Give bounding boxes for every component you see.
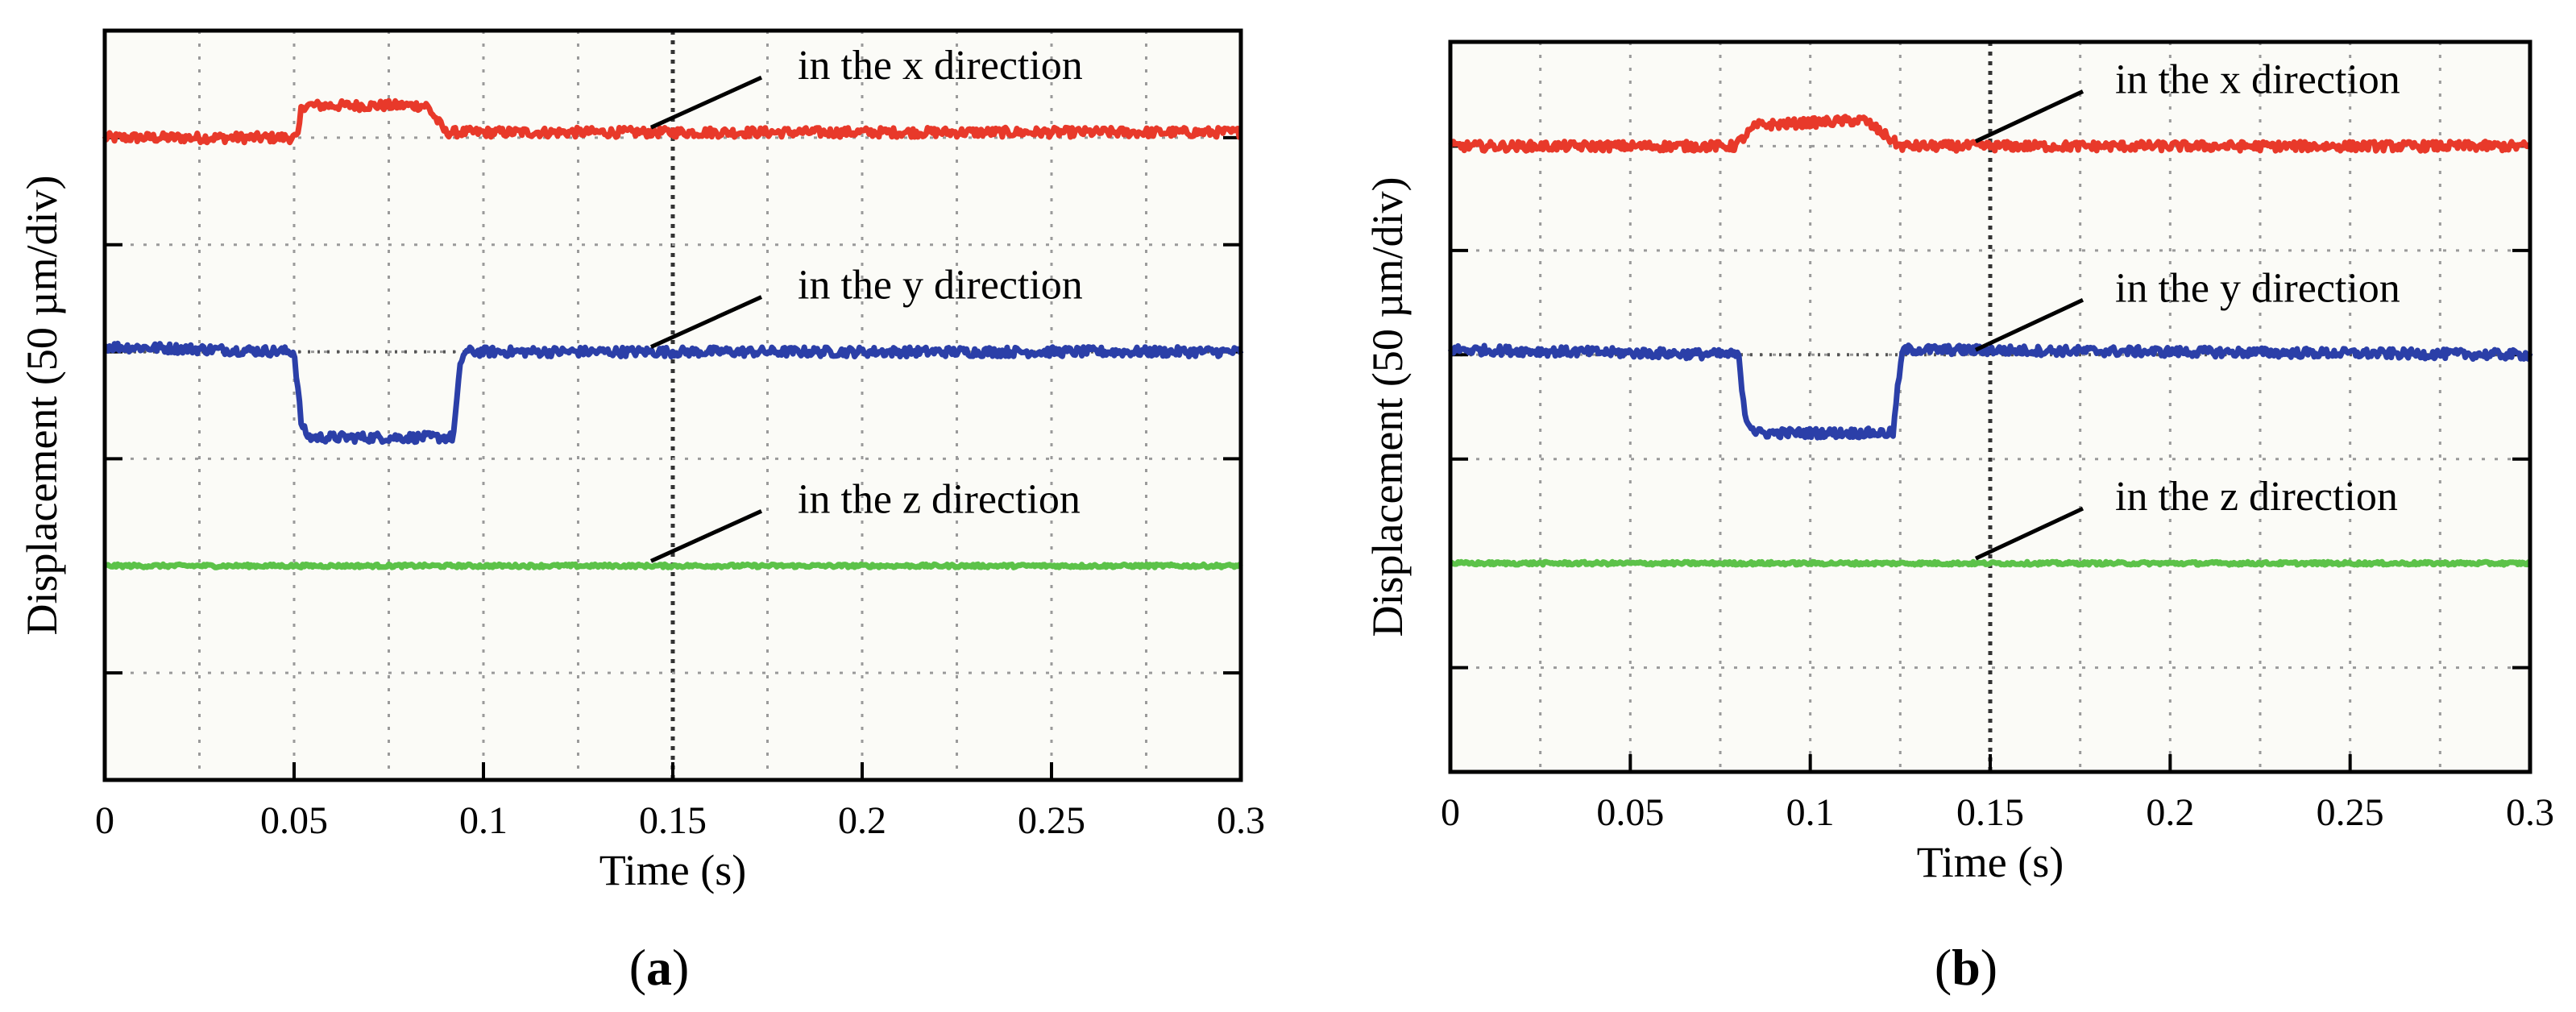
panel-label: (a) (629, 939, 690, 996)
x-tick-label: 0.1 (1786, 791, 1835, 834)
annotation-pointer-x (649, 75, 763, 130)
series-line-y (1447, 342, 2533, 441)
y-axis-label: Displacement (50 µm/div) (18, 176, 66, 636)
x-tick-label: 0 (95, 799, 114, 842)
y-axis-label: Displacement (50 µm/div) (1363, 177, 1412, 637)
series-line-z (103, 561, 1243, 570)
x-tick-label: 0 (1441, 791, 1460, 834)
x-tick-label: 0.1 (459, 799, 508, 842)
annotation-pointer-z (649, 509, 763, 563)
x-tick-label: 0.2 (838, 799, 886, 842)
annotation-pointer-x (1974, 89, 2084, 143)
x-tick-label: 0.3 (1217, 799, 1265, 842)
series-line-x (1448, 114, 2532, 154)
x-axis-label: Time (s) (1917, 838, 2064, 886)
chart-panel-b: in the x direction in the y direction in t… (1363, 39, 2554, 996)
annotation-label-x: in the x direction (798, 43, 1083, 89)
panel-label: (b) (1935, 939, 1997, 996)
x-tick-label: 0.05 (260, 799, 328, 842)
x-tick-label: 0.15 (1956, 791, 2024, 834)
series-line-z (1448, 558, 2532, 568)
series-line-y (103, 340, 1244, 446)
annotation-pointer-y (649, 295, 763, 349)
x-axis-label: Time (s) (599, 846, 747, 894)
x-tick-label: 0.25 (2317, 791, 2384, 834)
x-tick-label: 0.05 (1596, 791, 1664, 834)
x-tick-label: 0.3 (2506, 791, 2554, 834)
annotation-label-y: in the y direction (2115, 265, 2400, 311)
x-tick-label: 0.2 (2146, 791, 2194, 834)
annotation-label-x: in the x direction (2115, 56, 2400, 102)
annotation-pointer-z (1974, 506, 2084, 561)
annotation-label-y: in the y direction (798, 263, 1083, 309)
annotation-pointer-y (1974, 298, 2084, 352)
x-tick-label: 0.15 (639, 799, 707, 842)
series-line-x (102, 97, 1242, 146)
annotation-label-z: in the z direction (2115, 474, 2398, 520)
annotation-label-z: in the z direction (798, 476, 1081, 522)
x-tick-label: 0.25 (1018, 799, 1085, 842)
chart-panel-a: in the x direction in the y direction in t… (18, 28, 1265, 996)
